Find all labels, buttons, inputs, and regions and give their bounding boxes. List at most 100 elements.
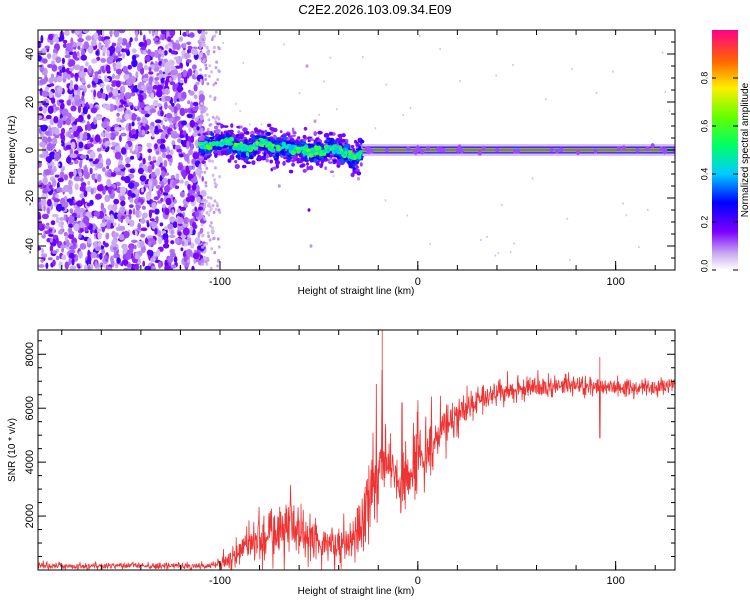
noise-blob (93, 211, 100, 217)
noise-blob (189, 32, 195, 38)
signal-blob (352, 148, 356, 153)
noise-blob (63, 174, 68, 181)
noise-blob (44, 130, 50, 136)
noise-blob (201, 198, 205, 202)
noise-blob (203, 217, 207, 221)
signal-blob (257, 129, 262, 133)
noise-blob (133, 188, 140, 195)
colorbar-label: Normalized spectral amplitude (740, 82, 750, 217)
noise-blob (120, 215, 126, 220)
noise-blob (110, 213, 113, 221)
noise-blob (38, 50, 43, 55)
noise-blob (42, 106, 48, 115)
noise-blob (173, 121, 177, 130)
noise-blob (158, 236, 163, 245)
signal-blob (308, 165, 314, 171)
signal-blob (234, 164, 240, 169)
noise-blob (79, 193, 85, 199)
noise-blob (152, 84, 159, 90)
noise-blob (87, 114, 91, 120)
top-axis-ticks: -100 0 100 -40 -20 0 20 40 (24, 29, 675, 288)
noise-blob (160, 184, 165, 189)
signal-blob (300, 139, 304, 144)
center-line-band (441, 147, 446, 153)
signal-blob (210, 132, 215, 137)
noise-blob (182, 69, 187, 78)
signal-blob (274, 160, 280, 165)
signal-blob (279, 130, 283, 134)
signal-blob (227, 149, 232, 155)
noise-blob (120, 263, 124, 267)
noise-blob (101, 83, 105, 88)
noise-blob (181, 169, 187, 178)
noise-blob (170, 130, 178, 135)
noise-blob (139, 240, 145, 248)
signal-blob (235, 134, 239, 138)
noise-blob (200, 110, 204, 114)
noise-blob (48, 228, 53, 232)
noise-blob (180, 247, 184, 252)
signal-blob (291, 134, 296, 137)
noise-blob (138, 41, 146, 48)
signal-blob (255, 140, 259, 146)
noise-blob (76, 128, 84, 132)
noise-blob (59, 217, 64, 221)
noise-blob (531, 177, 534, 180)
noise-blob (82, 106, 88, 115)
noise-blob (154, 50, 158, 58)
noise-blob (40, 253, 48, 258)
noise-blob (106, 49, 110, 57)
signal-blob (300, 146, 304, 150)
signal-blob (350, 172, 355, 178)
noise-blob (183, 256, 188, 263)
signal-blob (308, 153, 314, 158)
noise-blob (140, 227, 148, 232)
noise-blob (126, 263, 132, 268)
signal-blob (351, 145, 354, 149)
signal-blob (300, 156, 305, 162)
noise-blob (94, 115, 102, 121)
noise-blob (62, 201, 69, 209)
noise-blob (114, 151, 122, 160)
noise-blob (46, 207, 51, 215)
noise-blob (174, 115, 181, 121)
signal-blob (286, 156, 293, 160)
noise-blob (65, 51, 69, 55)
noise-blob (183, 43, 187, 48)
signal-blob (271, 166, 277, 170)
noise-blob (283, 43, 285, 46)
noise-blob (70, 141, 76, 150)
noise-blob (148, 71, 154, 75)
noise-blob (58, 99, 65, 104)
noise-blob (104, 215, 110, 220)
noise-blob (123, 267, 129, 270)
y-tick-label: 4000 (24, 450, 36, 474)
signal-blob (339, 158, 345, 163)
center-line-band (512, 148, 517, 154)
noise-blob (185, 133, 189, 142)
noise-blob (155, 119, 162, 124)
signal-blob (232, 145, 237, 151)
noise-blob (169, 81, 176, 86)
noise-blob (87, 265, 91, 270)
noise-blob (160, 197, 164, 202)
noise-blob (103, 264, 106, 268)
snr-series-line (38, 330, 675, 570)
noise-blob (55, 203, 63, 212)
noise-blob (105, 103, 111, 111)
noise-blob (41, 91, 49, 98)
noise-blob (87, 180, 91, 186)
noise-blob (89, 151, 96, 159)
noise-blob (61, 66, 66, 73)
noise-blob (108, 92, 113, 98)
noise-blob (385, 83, 388, 86)
noise-blob (117, 37, 123, 45)
signal-blob (205, 136, 210, 140)
noise-blob (153, 99, 159, 107)
signal-blob (291, 154, 297, 159)
noise-blob (212, 229, 215, 233)
noise-blob (85, 35, 92, 41)
noise-blob (166, 146, 170, 155)
noise-blob (99, 222, 107, 227)
noise-blob (154, 30, 159, 37)
